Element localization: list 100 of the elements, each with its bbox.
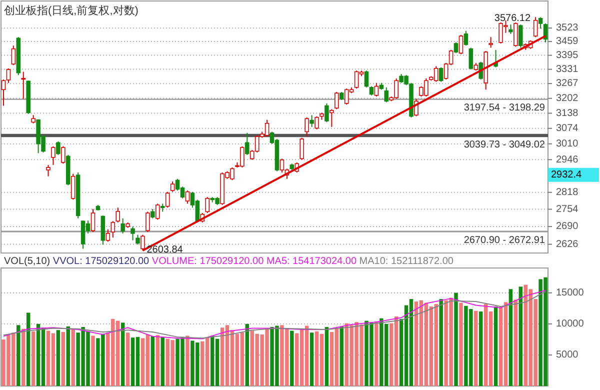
y-tick-label: 3074 [556,123,579,134]
y-tick-label: 3010 [556,138,579,150]
candlestick [90,208,96,233]
candlestick [330,108,334,128]
bar [494,306,498,386]
candlestick [136,234,140,246]
bar [156,335,160,386]
candlestick [185,190,190,204]
candlestick [538,16,543,30]
text: 2932.4 [551,170,582,181]
candlestick [51,146,56,166]
bar [514,300,518,386]
bar [150,336,155,386]
bar [290,330,294,386]
bar [16,325,20,386]
candlestick [61,146,66,164]
bar [56,330,60,386]
candlestick [156,203,160,220]
annotation: 2603.84 [146,244,184,256]
y-tick-label: 5000 [556,350,579,361]
y-tick-label: 2754 [556,204,579,215]
candlestick [458,34,464,55]
y-tick-label: 3267 [556,78,579,90]
y-tick-label: 15000 [556,287,584,298]
bar [26,312,30,386]
annotation: 3576.12 [494,13,531,24]
bar [31,331,36,386]
candlestick [518,24,523,48]
chart-title: 创业板指(日线,前复权,对数) [4,4,138,17]
bar [126,332,130,386]
candlestick [324,102,329,123]
y-tick-label: 3202 [556,92,579,104]
candlestick [21,71,26,100]
band-label: 3039.73 - 3049.02 [464,140,546,151]
bar [22,328,26,386]
candlestick [468,47,474,70]
candlestick [116,207,120,223]
band-label: 2670.90 - 2672.91 [464,234,546,246]
y-tick-label: 3459 [556,36,579,48]
bar [160,336,164,386]
y-tick-label: 3395 [556,50,579,61]
y-tick-label: 3138 [556,108,579,119]
candlestick [11,45,16,66]
candlestick [130,226,135,241]
y-tick-label: 10000 [556,318,584,330]
bar [245,324,250,386]
candlestick [454,42,458,54]
bar [508,289,513,386]
band-label: 3197.54 - 3198.29 [464,102,546,114]
bar [310,332,314,386]
candlestick [120,218,125,234]
bar [459,302,463,386]
candlestick [165,191,170,208]
bar [66,326,70,386]
text: VVOL: 175029120.00 [52,256,152,267]
candlestick [334,91,339,110]
y-tick-label: 2946 [556,154,579,166]
candlestick [369,86,374,96]
text: MA10: 152111872.00 [359,256,454,267]
y-tick-label: 2690 [556,221,579,232]
candlestick [533,16,538,38]
bar [71,329,75,386]
candlestick [300,137,304,160]
candlestick [384,86,389,103]
chart-title: VOL(5,10) [4,256,53,267]
candlestick [304,116,309,138]
candlestick [364,70,369,88]
candlestick [314,116,319,130]
bar [374,321,378,386]
candlestick [146,211,150,233]
candlestick [205,196,210,214]
y-tick-label: 2626 [556,238,579,250]
candlestick [508,24,513,34]
bar [186,336,190,386]
text: VOLUME: 175029120.00 [152,256,266,267]
bar [91,336,95,386]
candlestick [488,36,493,48]
y-tick-label: 3331 [556,64,579,75]
candlestick [70,173,76,200]
bar [454,292,458,386]
candlestick [150,208,155,219]
bar [324,327,329,386]
text: MA5: 154173024.00 [266,256,360,267]
candlestick [374,82,379,98]
candlestick [514,22,518,48]
bar [340,326,344,386]
bar [518,286,523,386]
candlestick [110,220,116,238]
candlestick [438,66,444,82]
candlestick [46,164,50,177]
candlestick [106,228,110,242]
bar [474,310,478,386]
y-tick-label: 2818 [556,186,579,198]
bar [479,311,483,386]
bar [61,332,66,386]
y-tick-label: 3523 [556,22,579,34]
candlestick [56,140,60,156]
bar [439,299,443,386]
candlestick [310,114,314,128]
candlestick [170,180,175,192]
